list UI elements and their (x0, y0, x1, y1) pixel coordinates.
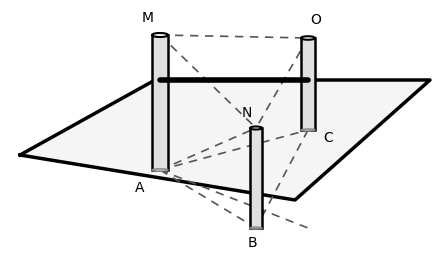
Text: O: O (310, 13, 321, 27)
Polygon shape (20, 80, 430, 200)
Text: B: B (247, 236, 257, 250)
Ellipse shape (152, 169, 168, 171)
Text: N: N (242, 106, 252, 120)
Ellipse shape (152, 33, 168, 37)
Ellipse shape (250, 127, 262, 129)
Text: M: M (142, 11, 154, 25)
Text: C: C (323, 131, 333, 145)
Ellipse shape (301, 129, 315, 131)
Bar (250, 128, 262, 228)
Bar (301, 38, 315, 130)
Text: A: A (135, 181, 145, 195)
Ellipse shape (301, 36, 315, 40)
Bar (152, 35, 168, 170)
Ellipse shape (250, 227, 262, 229)
